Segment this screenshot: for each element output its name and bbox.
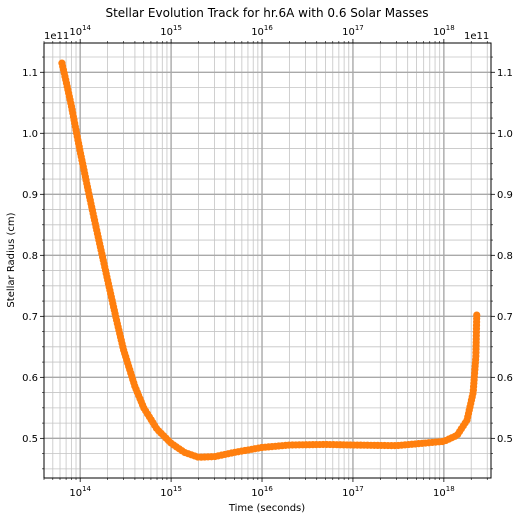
x-tick-label-top: 1016 xyxy=(251,24,273,38)
y-tick-label-left: 0.5 xyxy=(22,434,38,445)
y-tick-label-right: 0.8 xyxy=(497,251,513,262)
y-tick-label-left: 0.6 xyxy=(22,373,38,384)
data-points xyxy=(58,59,481,461)
y-tick-label-left: 1.0 xyxy=(22,129,38,140)
x-tick-label-bottom: 1017 xyxy=(342,485,364,499)
y-multiplier-right: 1e11 xyxy=(464,31,489,42)
x-tick-label-bottom: 1015 xyxy=(160,485,182,499)
y-tick-label-left: 0.9 xyxy=(22,190,38,201)
x-tick-label-top: 1015 xyxy=(160,24,182,38)
x-tick-label-top: 1017 xyxy=(342,24,364,38)
x-tick-label-bottom: 1018 xyxy=(433,485,455,499)
y-tick-label-right: 1.0 xyxy=(497,129,513,140)
chart-title: Stellar Evolution Track for hr.6A with 0… xyxy=(105,6,428,20)
y-tick-label-right: 0.7 xyxy=(497,312,513,323)
x-tick-label-bottom: 1016 xyxy=(251,485,273,499)
grid-lines xyxy=(43,43,491,478)
x-tick-label-top: 1018 xyxy=(433,24,455,38)
y-tick-label-right: 1.1 xyxy=(497,68,513,79)
y-tick-label-right: 0.6 xyxy=(497,373,513,384)
y-tick-label-right: 0.5 xyxy=(497,434,513,445)
x-tick-label-bottom: 1014 xyxy=(69,485,91,499)
y-tick-label-right: 0.9 xyxy=(497,190,513,201)
y-tick-label-left: 0.8 xyxy=(22,251,38,262)
axis-ticks: 1014 1014 1015 1015 1016 1016 1017 1017 1018 1018… xyxy=(22,24,513,499)
y-multiplier-left: 1e11 xyxy=(44,31,69,42)
x-tick-label-top: 1014 xyxy=(69,24,91,38)
y-axis-label: Stellar Radius (cm) xyxy=(6,212,17,307)
data-point xyxy=(473,311,481,319)
x-axis-label: Time (seconds) xyxy=(228,503,305,514)
y-tick-label-left: 1.1 xyxy=(22,68,38,79)
plot-frame xyxy=(43,42,492,479)
y-tick-label-left: 0.7 xyxy=(22,312,38,323)
